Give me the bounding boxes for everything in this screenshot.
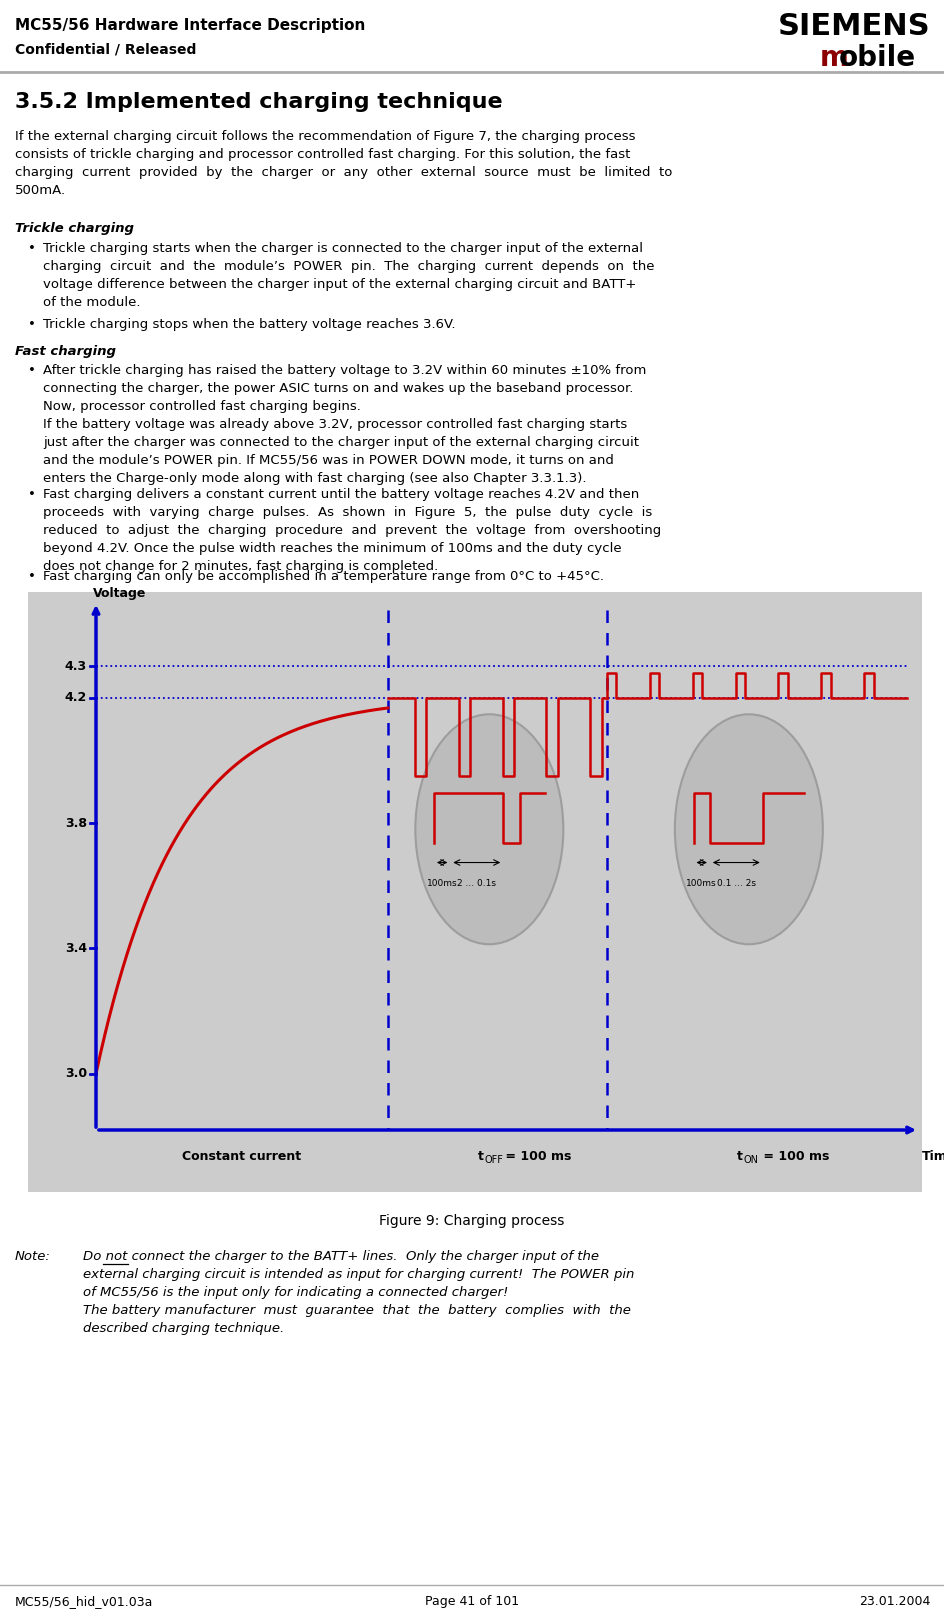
Text: •: • xyxy=(28,319,36,332)
Text: 100ms: 100ms xyxy=(427,879,457,888)
Text: Fast charging: Fast charging xyxy=(15,345,116,358)
Text: 3.8: 3.8 xyxy=(65,817,87,830)
Text: MC55/56_hid_v01.03a: MC55/56_hid_v01.03a xyxy=(15,1595,153,1608)
Text: •: • xyxy=(28,243,36,256)
Text: After trickle charging has raised the battery voltage to 3.2V within 60 minutes : After trickle charging has raised the ba… xyxy=(43,364,646,485)
Text: Constant current: Constant current xyxy=(182,1150,301,1163)
Text: 100ms: 100ms xyxy=(685,879,716,888)
Text: Fast charging delivers a constant current until the battery voltage reaches 4.2V: Fast charging delivers a constant curren… xyxy=(43,489,661,573)
Text: 4.2: 4.2 xyxy=(65,691,87,704)
Text: Page 41 of 101: Page 41 of 101 xyxy=(425,1595,518,1608)
Text: t: t xyxy=(477,1150,482,1163)
Text: MC55/56 Hardware Interface Description: MC55/56 Hardware Interface Description xyxy=(15,18,365,32)
Text: 3.4: 3.4 xyxy=(65,942,87,955)
Text: Trickle charging stops when the battery voltage reaches 3.6V.: Trickle charging stops when the battery … xyxy=(43,319,455,332)
Text: Voltage: Voltage xyxy=(93,587,146,600)
Ellipse shape xyxy=(674,714,822,945)
Text: Time: Time xyxy=(921,1150,944,1163)
Text: 0.1 ... 2s: 0.1 ... 2s xyxy=(716,879,755,888)
Text: 3.0: 3.0 xyxy=(65,1068,87,1081)
Text: •: • xyxy=(28,570,36,582)
Text: Note:: Note: xyxy=(15,1251,51,1264)
Text: SIEMENS: SIEMENS xyxy=(777,11,929,40)
Text: obile: obile xyxy=(838,44,915,71)
Bar xyxy=(28,592,921,1192)
Text: = 100 ms: = 100 ms xyxy=(501,1150,571,1163)
Text: If the external charging circuit follows the recommendation of Figure 7, the cha: If the external charging circuit follows… xyxy=(15,129,672,197)
Text: •: • xyxy=(28,364,36,377)
Text: Figure 9: Charging process: Figure 9: Charging process xyxy=(379,1214,565,1228)
Text: OFF: OFF xyxy=(484,1155,503,1165)
Text: 3.5.2 Implemented charging technique: 3.5.2 Implemented charging technique xyxy=(15,92,502,112)
Text: t: t xyxy=(736,1150,742,1163)
Text: m: m xyxy=(819,44,848,71)
Text: = 100 ms: = 100 ms xyxy=(758,1150,829,1163)
Text: •: • xyxy=(28,489,36,502)
Text: Confidential / Released: Confidential / Released xyxy=(15,42,196,57)
Text: 4.3: 4.3 xyxy=(65,660,87,673)
Ellipse shape xyxy=(415,714,563,945)
Text: Do not connect the charger to the BATT+ lines.  Only the charger input of the
ex: Do not connect the charger to the BATT+ … xyxy=(83,1251,633,1335)
Text: Fast charging can only be accomplished in a temperature range from 0°C to +45°C.: Fast charging can only be accomplished i… xyxy=(43,570,603,582)
Text: Trickle charging: Trickle charging xyxy=(15,222,134,235)
Text: 23.01.2004: 23.01.2004 xyxy=(858,1595,929,1608)
Text: ON: ON xyxy=(743,1155,758,1165)
Text: Trickle charging starts when the charger is connected to the charger input of th: Trickle charging starts when the charger… xyxy=(43,243,654,309)
Text: 2 ... 0.1s: 2 ... 0.1s xyxy=(457,879,496,888)
